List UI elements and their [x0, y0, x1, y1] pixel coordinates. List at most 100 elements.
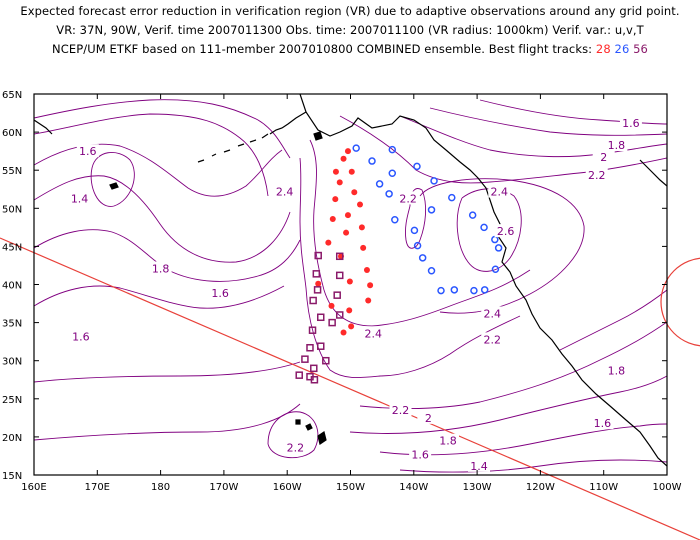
track-28-dot [336, 179, 343, 186]
lat-label: 15N [2, 471, 22, 482]
track-56-square [333, 291, 341, 299]
contour-line [419, 178, 585, 314]
contour-label: 1.8 [439, 435, 457, 448]
track-28-dot [328, 302, 335, 309]
track-26-circle [448, 193, 456, 202]
flight-track-markers [295, 144, 503, 384]
contour-labels: 1.6 1.4 1.8 1.6 1.6 2.4 2.2 2.4 2.6 2.4 2.4 2.2 2.2 2… [68, 115, 642, 473]
contour-label-bg [591, 416, 614, 430]
track-56-square [328, 318, 336, 327]
lat-label: 25N [2, 395, 22, 406]
contour-line [399, 115, 667, 158]
contour-line [299, 157, 521, 379]
aleutian-islands [197, 133, 269, 163]
contour-label: 2.6 [497, 225, 515, 238]
contour-label-bg [585, 167, 608, 181]
header-line-3: NCEP/UM ETKF based on 111-member 2007010… [0, 42, 700, 56]
lon-label: 130W [463, 482, 492, 493]
track-28-dot [340, 329, 347, 336]
lon-label: 140W [399, 482, 428, 493]
hawaii-small-island [295, 419, 301, 425]
figure-header: Expected forecast error reduction in ver… [0, 0, 700, 72]
track-56-square [335, 252, 344, 261]
contour-label: 2.2 [484, 333, 502, 346]
lon-label: 110W [589, 482, 618, 493]
contour-label-bg [273, 184, 296, 198]
track-56-square [312, 270, 321, 278]
contour-label-bg [605, 138, 628, 152]
hawaii-island [317, 431, 327, 445]
track-56-square [295, 371, 303, 379]
contour-label: 1.4 [470, 460, 488, 473]
track-26-circle [352, 144, 360, 152]
kodiak-island [313, 131, 323, 141]
contour-label-bg [417, 410, 440, 424]
contour-line [34, 361, 301, 383]
contour-label: 2.2 [392, 404, 410, 417]
track-26-circle [480, 286, 489, 294]
contour-label-bg [209, 285, 232, 299]
contour-label-bg [284, 440, 307, 454]
contour-label: 2 [600, 151, 607, 164]
contour-label: 2.4 [484, 307, 502, 320]
coastlines [34, 94, 667, 467]
contour-line [34, 285, 285, 309]
contour-label: 1.8 [152, 262, 170, 275]
contour-label: 2.4 [276, 186, 294, 199]
north-america-coast [299, 94, 667, 467]
contour-label: 1.6 [72, 330, 90, 343]
track-26-circle [494, 244, 503, 252]
header-line-1: Expected forecast error reduction in ver… [20, 4, 680, 18]
contour-label: 2.2 [287, 442, 305, 455]
verification-region-circle [660, 257, 700, 347]
track-label-56: 56 [633, 42, 648, 56]
track-28-dot [325, 239, 332, 246]
contour-label: 1.6 [594, 417, 612, 430]
contour-label: 1.8 [608, 365, 626, 378]
contour-label-bg [69, 329, 92, 343]
track-28-dot [358, 224, 365, 231]
contour-label-bg [68, 191, 91, 205]
contour-label: 2.4 [491, 186, 509, 199]
lon-label: 170E [85, 482, 110, 493]
contour-label: 1.4 [71, 192, 89, 205]
contour-label-bg [619, 115, 642, 129]
contour-label-bg [605, 363, 628, 377]
track-56-square [313, 286, 322, 294]
contour-label-bg [467, 458, 490, 472]
contour-label-bg [592, 150, 615, 164]
contour-line [34, 113, 269, 197]
lat-label: 35N [2, 319, 22, 330]
track-26-circle [368, 157, 376, 165]
track-26-circle [437, 286, 445, 295]
track-56-square [316, 313, 325, 322]
track-26-circle [430, 177, 438, 185]
lat-label: 30N [2, 357, 22, 368]
track-28-dot [348, 168, 355, 175]
track-56-square [335, 271, 344, 280]
lat-label: 60N [2, 128, 22, 139]
lat-label: 40N [2, 281, 22, 292]
contour-label-bg [397, 191, 420, 205]
hudson-bay-shore [639, 159, 667, 187]
track-28-dot [344, 148, 351, 155]
track-26-circle [427, 267, 436, 275]
track-26-circle [375, 180, 384, 188]
track-28-dot [367, 282, 374, 289]
contour-lines [34, 99, 667, 473]
track-26-circle [413, 241, 422, 250]
contour-label-bg [409, 447, 432, 461]
contour-label-bg [488, 184, 511, 198]
track-26-circle [391, 215, 399, 224]
lon-label: 160E [21, 482, 46, 493]
contour-line [405, 188, 427, 249]
contour-line [34, 99, 291, 159]
track-26-circle [413, 162, 421, 171]
contour-label-bg [436, 433, 459, 447]
track-56-square [301, 355, 309, 363]
track-28-dot [360, 244, 367, 251]
contour-line [267, 411, 319, 459]
contour-label: 2.2 [399, 192, 417, 205]
track-26-circle [480, 223, 488, 232]
contour-label-bg [494, 224, 517, 238]
